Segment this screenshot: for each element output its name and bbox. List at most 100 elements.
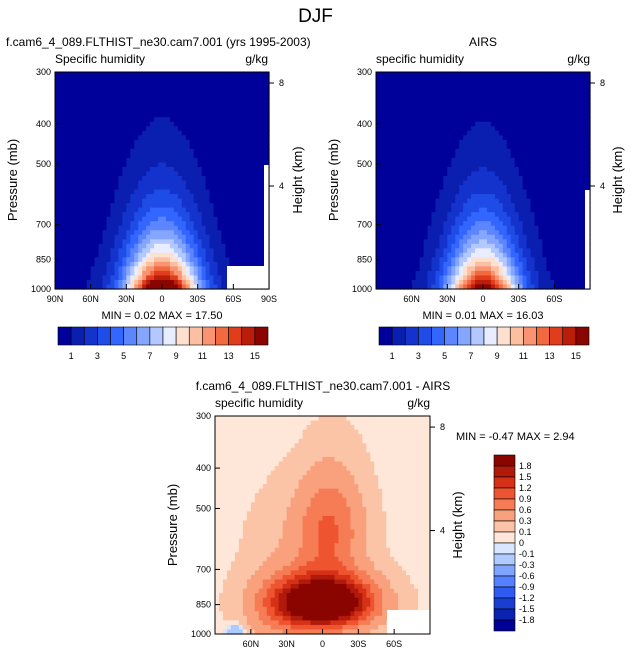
contour-cell <box>526 279 532 286</box>
contour-cell <box>62 279 68 286</box>
contour-cell <box>82 239 88 245</box>
contour-cell <box>173 216 179 222</box>
contour-cell <box>110 99 116 105</box>
contour-cell <box>490 85 496 91</box>
contour-cell <box>146 166 151 173</box>
contour-cell <box>181 108 187 114</box>
contour-cell <box>427 85 433 91</box>
contour-cell <box>134 76 139 82</box>
contour-cell <box>134 166 139 173</box>
contour-cell <box>447 234 452 240</box>
contour-cell <box>241 248 246 254</box>
contour-cell <box>106 99 112 105</box>
contour-cell <box>173 144 179 150</box>
contour-cell <box>217 216 223 222</box>
contour-cell <box>383 103 389 109</box>
contour-cell <box>189 180 195 186</box>
contour-cell <box>526 175 532 182</box>
contour-cell <box>490 275 496 281</box>
contour-cell <box>221 234 226 240</box>
contour-cell <box>455 144 460 150</box>
contour-cell <box>90 257 96 263</box>
contour-cell <box>122 216 127 222</box>
contour-cell <box>249 180 254 186</box>
contour-cell <box>459 243 464 249</box>
contour-cell <box>102 90 108 96</box>
colorbar-swatch <box>70 326 85 346</box>
contour-cell <box>443 130 448 136</box>
contour-cell <box>538 252 544 258</box>
contour-cell <box>94 261 100 267</box>
contour-cell <box>494 94 500 100</box>
contour-cell <box>419 162 425 168</box>
contour-cell <box>110 266 116 272</box>
contour-cell <box>486 198 492 204</box>
contour-cell <box>419 221 425 227</box>
contour-cell <box>510 212 516 218</box>
contour-cell <box>58 275 64 281</box>
contour-cell <box>546 230 551 236</box>
contour-cell <box>494 171 500 177</box>
contour-cell <box>122 243 127 249</box>
contour-cell <box>447 270 452 277</box>
contour-cell <box>538 239 544 245</box>
contour-cell <box>502 243 508 249</box>
contour-cell <box>66 239 72 245</box>
contour-cell <box>265 103 270 109</box>
contour-cell <box>169 230 175 236</box>
contour-cell <box>126 157 131 164</box>
contour-cell <box>459 94 464 100</box>
contour-cell <box>538 275 544 281</box>
contour-cell <box>522 221 528 227</box>
contour-cell <box>177 203 183 209</box>
contour-cell <box>443 225 448 231</box>
contour-cell <box>391 157 397 164</box>
contour-cell <box>502 275 508 281</box>
contour-cell <box>510 284 516 290</box>
contour-cell <box>213 180 219 186</box>
contour-cell <box>169 203 175 209</box>
contour-cell <box>534 108 540 114</box>
contour-cell <box>66 185 72 191</box>
contour-cell <box>130 85 135 91</box>
contour-cell <box>427 153 433 159</box>
contour-cell <box>221 157 226 164</box>
contour-cell <box>181 166 187 173</box>
contour-cell <box>379 139 385 145</box>
contour-cell <box>415 234 421 240</box>
contour-cell <box>193 103 199 109</box>
contour-cell <box>62 261 68 267</box>
contour-cell <box>419 203 425 209</box>
contour-cell <box>217 166 223 173</box>
contour-cell <box>142 135 147 141</box>
contour-cell <box>142 148 147 154</box>
contour-cell <box>245 94 250 100</box>
contour-cell <box>205 153 211 159</box>
contour-cell <box>201 266 207 272</box>
contour-cell <box>193 257 199 263</box>
contour-cell <box>102 239 108 245</box>
contour-cell <box>82 275 88 281</box>
contour-cell <box>193 162 199 168</box>
contour-cell <box>237 216 242 222</box>
contour-cell <box>197 135 203 141</box>
contour-cell <box>522 90 528 96</box>
contour-cell <box>130 270 135 277</box>
contour-cell <box>546 189 551 195</box>
contour-cell <box>379 194 385 200</box>
contour-cell <box>213 252 219 258</box>
contour-cell <box>467 94 472 100</box>
contour-cell <box>554 121 559 127</box>
contour-cell <box>455 194 460 200</box>
contour-cell <box>102 166 108 173</box>
contour-cell <box>471 76 476 82</box>
contour-cell <box>530 72 536 78</box>
contour-cell <box>459 257 464 263</box>
contour-cell <box>463 108 468 114</box>
contour-cell <box>475 212 480 218</box>
contour-cell <box>90 157 96 164</box>
contour-cell <box>423 153 429 159</box>
contour-cell <box>475 194 480 200</box>
contour-cell <box>379 189 385 195</box>
contour-cell <box>510 103 516 109</box>
